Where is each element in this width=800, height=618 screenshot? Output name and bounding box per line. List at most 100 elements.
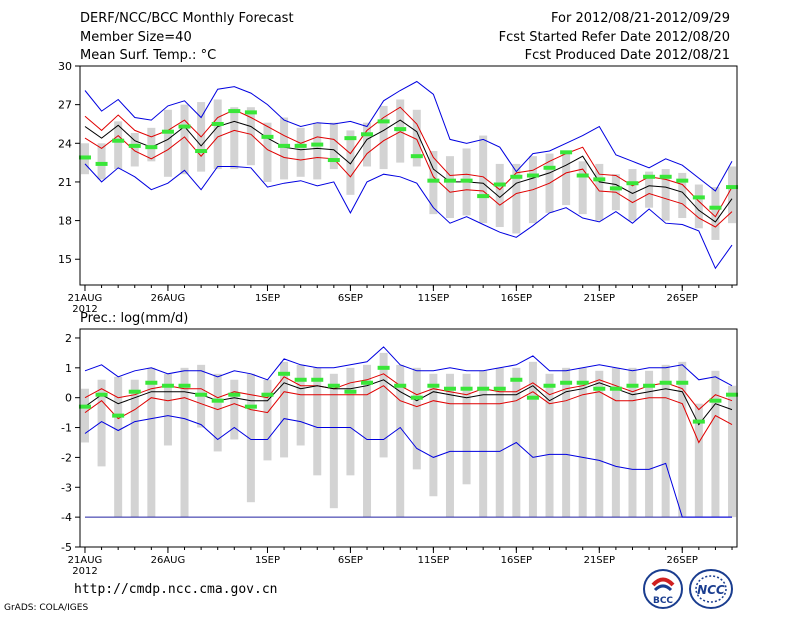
prec-x-tick-label: 6SEP <box>338 555 363 566</box>
temp-observed-mark <box>95 161 108 166</box>
temp-observed-mark <box>493 182 506 187</box>
header-period: For 2012/08/21-2012/09/29 <box>551 11 730 26</box>
bcc-logo-text: BCC <box>653 596 673 606</box>
temp-observed-mark <box>195 149 208 154</box>
prec-observed-mark <box>228 392 241 397</box>
temp-upper-line <box>84 106 733 218</box>
temp-observed-mark <box>112 138 125 143</box>
temp-spread-box <box>114 121 123 170</box>
header-variable: Mean Surf. Temp.: °C <box>80 48 217 63</box>
temp-observed-mark <box>726 185 739 190</box>
temp-observed-mark <box>692 195 705 200</box>
temp-observed-mark <box>443 178 456 183</box>
temp-spread-box <box>678 172 687 219</box>
temp-y-tick-label: 15 <box>58 253 72 266</box>
temp-spread-box <box>363 122 372 167</box>
prec-x-tick-label: 16SEP <box>501 555 532 566</box>
temp-observed-mark <box>576 173 589 178</box>
temp-observed-mark <box>211 121 224 126</box>
prec-x-tick-label: 21AUG <box>68 555 103 566</box>
temp-x-tick-label: 6SEP <box>338 293 363 304</box>
prec-x-tick-label: 21SEP <box>584 555 615 566</box>
prec-observed-mark <box>659 380 672 385</box>
bcc-logo: BCC <box>643 569 683 609</box>
header-start-date: Fcst Started Refer Date 2012/08/20 <box>498 30 730 45</box>
prec-observed-mark <box>477 386 490 391</box>
temp-x-tick-label: 26AUG <box>151 293 186 304</box>
prec-y-tick-label: -2 <box>61 451 72 464</box>
temp-y-tick-label: 27 <box>58 99 72 112</box>
temp-frame <box>79 65 738 286</box>
temp-spread-box <box>280 117 289 180</box>
prec-observed-mark <box>460 386 473 391</box>
prec-spread-box <box>562 367 571 518</box>
temp-observed-mark <box>659 174 672 179</box>
prec-spread-box <box>694 403 703 518</box>
prec-observed-mark <box>726 392 739 397</box>
temp-y-tick-label: 21 <box>58 176 72 189</box>
temp-observed-mark <box>394 127 407 132</box>
temp-spread-box <box>246 107 255 166</box>
prec-spread-box <box>114 376 123 518</box>
temp-spread-box <box>230 107 239 170</box>
prec-spread-box <box>462 373 471 485</box>
prec-y-tick-label: 0 <box>65 392 72 405</box>
footer-url[interactable]: http://cmdp.ncc.cma.gov.cn <box>74 582 278 597</box>
temp-observed-mark <box>294 143 307 148</box>
header-produced-date: Fcst Produced Date 2012/08/21 <box>524 48 730 63</box>
prec-observed-mark <box>526 395 539 400</box>
prec-observed-mark <box>643 383 656 388</box>
prec-observed-mark <box>128 389 141 394</box>
prec-observed-mark <box>261 392 274 397</box>
prec-spread-box <box>711 370 720 518</box>
prec-observed-mark <box>344 389 357 394</box>
temp-spread-box <box>479 135 488 224</box>
temp-spread-box <box>213 99 222 170</box>
temp-y-tick-label: 18 <box>58 215 72 228</box>
prec-spread-box <box>230 379 239 440</box>
prec-spread-box <box>363 364 372 518</box>
temp-observed-mark <box>311 142 324 147</box>
prec-observed-mark <box>510 377 523 382</box>
prec-observed-mark <box>427 383 440 388</box>
prec-x-tick-label: 26SEP <box>667 555 698 566</box>
prec-observed-mark <box>161 383 174 388</box>
prec-x-tick-label: 1SEP <box>255 555 280 566</box>
temp-y-tick-label: 24 <box>58 137 72 150</box>
prec-observed-mark <box>244 404 257 409</box>
prec-spread-box <box>661 364 670 518</box>
temp-observed-mark <box>78 155 91 160</box>
prec-spread-box <box>163 373 172 446</box>
prec-observed-mark <box>410 395 423 400</box>
temp-observed-mark <box>709 205 722 210</box>
prec-spread-box <box>329 373 338 509</box>
prec-spread-box <box>147 367 156 518</box>
precip-title: Prec.: log(mm/d) <box>80 311 189 326</box>
prec-spread-box <box>578 367 587 518</box>
temp-spread-box <box>495 163 504 228</box>
temp-spread-box <box>97 143 106 180</box>
prec-x-tick-label: 26AUG <box>151 555 186 566</box>
temp-observed-mark <box>128 143 141 148</box>
temp-spread-box <box>711 187 720 240</box>
temp-spread-box <box>313 122 322 180</box>
temp-observed-mark <box>643 174 656 179</box>
temp-max-line <box>84 80 733 192</box>
prec-spread-box <box>728 385 737 518</box>
prec-spread-box <box>429 373 438 497</box>
prec-observed-mark <box>195 392 208 397</box>
temp-lower-line <box>84 129 733 228</box>
prec-mean-line <box>84 379 733 426</box>
temp-spread-box <box>628 169 637 221</box>
temp-x-tick-label: 21SEP <box>584 293 615 304</box>
temp-observed-mark <box>327 158 340 163</box>
header-member-size: Member Size=40 <box>80 30 192 45</box>
temp-observed-mark <box>510 174 523 179</box>
prec-spread-box <box>396 364 405 518</box>
prec-spread-box <box>479 370 488 518</box>
prec-observed-mark <box>78 404 91 409</box>
temp-observed-mark <box>609 186 622 191</box>
prec-spread-box <box>495 367 504 518</box>
prec-observed-mark <box>294 377 307 382</box>
temperature-panel: 15 18 21 24 27 30 21AUG 26AUG 1SEP 6SEP 11SEP 16SEP… <box>58 60 739 315</box>
